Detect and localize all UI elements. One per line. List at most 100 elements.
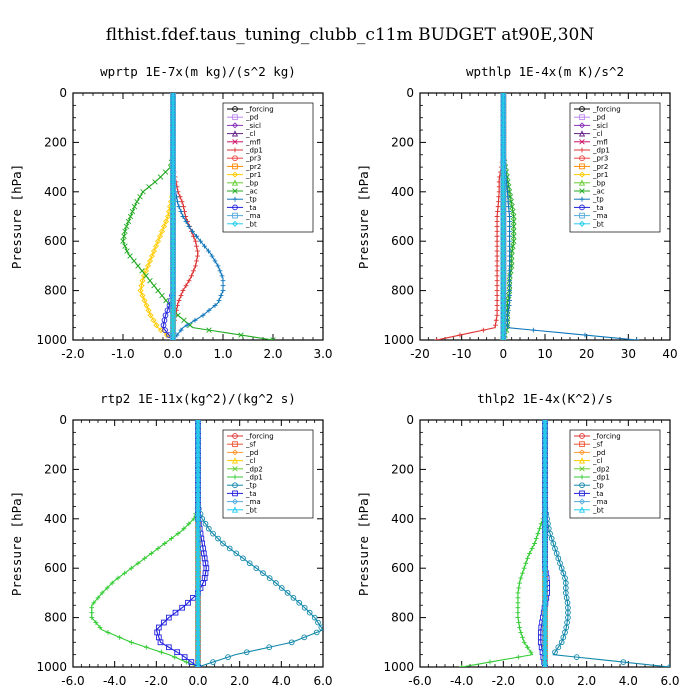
series-point-tp bbox=[504, 179, 509, 185]
series-point-pr1 bbox=[145, 307, 152, 314]
x-tick-label: 4.0 bbox=[272, 674, 291, 688]
series-point-ta bbox=[166, 302, 173, 309]
series-point-tp bbox=[530, 327, 536, 333]
legend-marker bbox=[232, 482, 238, 489]
panel-rtp2: rtp2 1E-11x(kg^2)/(kg^2 s) Pressure [hPa]… bbox=[9, 391, 333, 688]
legend-marker bbox=[231, 171, 239, 178]
series-point-ac bbox=[206, 327, 212, 333]
figure-title: flthist.fdef.taus_tuning_clubb_c11m BUDG… bbox=[106, 25, 595, 45]
series-point-tp bbox=[212, 258, 218, 264]
series-point-tp bbox=[186, 223, 192, 229]
legend-marker bbox=[232, 188, 238, 194]
series-point-dp1 bbox=[494, 273, 500, 279]
panel-wprtp: wprtp 1E-7x(m kg)/(s^2 kg) Pressure [hPa]… bbox=[9, 64, 333, 361]
series-point-pr1 bbox=[138, 282, 145, 289]
y-tick-label: 200 bbox=[391, 135, 414, 149]
series-point-ac bbox=[187, 322, 193, 328]
series-point-dp1 bbox=[517, 580, 522, 586]
series-point-ac bbox=[511, 218, 517, 225]
series-point-dp1 bbox=[99, 590, 105, 596]
series-point-dp1 bbox=[93, 620, 99, 625]
x-tick-label: -2.0 bbox=[492, 674, 515, 688]
series-point-dp1 bbox=[515, 595, 521, 601]
legend-marker bbox=[578, 130, 586, 137]
legend-label: _pr1 bbox=[592, 171, 608, 179]
series-point-ac bbox=[139, 268, 145, 274]
x-tick-label: 2.0 bbox=[577, 674, 596, 688]
legend-marker bbox=[579, 163, 585, 170]
series-point-dp1 bbox=[186, 521, 192, 527]
x-tick-label: 40 bbox=[662, 347, 677, 361]
series-point-tp bbox=[206, 248, 211, 254]
series-point-pr1 bbox=[153, 322, 160, 329]
series-point-tp bbox=[558, 639, 565, 646]
y-tick-label: 200 bbox=[44, 462, 67, 476]
panel-wpthlp: wpthlp 1E-4x(m K)/s^2 Pressure [hPa] -20 -1… bbox=[356, 64, 678, 361]
series-point-dp1 bbox=[91, 600, 97, 606]
series-point-tp bbox=[507, 243, 512, 249]
legend-marker bbox=[579, 490, 585, 497]
series-point-ta bbox=[188, 659, 195, 665]
series-point-dp1 bbox=[128, 639, 134, 645]
series-point-tp bbox=[192, 317, 198, 323]
series-point-ac bbox=[159, 292, 165, 299]
series-point-dp1 bbox=[178, 293, 184, 298]
series-point-dp1 bbox=[494, 307, 500, 313]
series-point-ac bbox=[121, 233, 127, 239]
legend-label: _dp1 bbox=[245, 474, 263, 482]
legend-marker bbox=[232, 212, 238, 219]
series-point-dp1 bbox=[194, 243, 199, 249]
series-point-tp bbox=[553, 550, 560, 557]
x-tick-label: -4.0 bbox=[103, 674, 126, 688]
series-point-dp1 bbox=[494, 303, 500, 308]
legend-label: _sicl bbox=[245, 122, 261, 130]
series-point-tp bbox=[266, 575, 273, 581]
legend-label: _mfl bbox=[245, 138, 261, 146]
series-point-dp1 bbox=[494, 278, 500, 284]
series-point-dp1 bbox=[181, 204, 186, 210]
series-point-tp bbox=[288, 639, 295, 646]
series-point-pr1 bbox=[156, 233, 164, 240]
legend-label: _bp bbox=[245, 179, 259, 187]
series-point-pr1 bbox=[144, 262, 152, 269]
series-point-ac bbox=[146, 184, 152, 190]
series-point-tp bbox=[507, 283, 512, 289]
series-point-tp bbox=[301, 634, 308, 641]
legend-label: _dp1 bbox=[592, 147, 610, 155]
legend-label: _pr2 bbox=[592, 163, 608, 171]
series-point-dp1 bbox=[537, 526, 542, 532]
series-point-tp bbox=[311, 614, 318, 621]
series-point-tp bbox=[507, 248, 512, 254]
legend: _forcing_sf_pd_cl_dp2_dp1_tp_ta_ma_bt bbox=[222, 429, 314, 519]
series-point-tp bbox=[558, 565, 565, 572]
series-point-tp bbox=[507, 223, 512, 229]
series-point-tp bbox=[507, 238, 512, 244]
series-point-ac bbox=[129, 208, 136, 215]
series-point-dp2 bbox=[542, 664, 548, 667]
series-point-tp bbox=[507, 233, 512, 239]
legend-marker bbox=[579, 466, 585, 472]
series-point-dp1 bbox=[155, 546, 161, 551]
legend-marker bbox=[578, 457, 586, 464]
series-point-dp1 bbox=[95, 595, 101, 601]
series-point-ta bbox=[160, 322, 167, 329]
series-point-dp1 bbox=[532, 541, 537, 546]
legend-marker bbox=[232, 147, 238, 153]
y-tick-label: 400 bbox=[391, 185, 414, 199]
legend-label: _dp1 bbox=[592, 474, 610, 482]
series-point-ac bbox=[127, 213, 134, 220]
series-point-ac bbox=[181, 317, 187, 323]
series-point-ac bbox=[508, 198, 514, 205]
x-tick-label: 1.0 bbox=[213, 347, 232, 361]
series-point-dp1 bbox=[495, 204, 501, 210]
y-tick-label: 800 bbox=[44, 611, 67, 625]
legend-label: _tp bbox=[245, 482, 257, 490]
series-point-dp1 bbox=[183, 283, 189, 289]
series-point-dp1 bbox=[480, 327, 486, 333]
legend-label: _forcing bbox=[245, 433, 274, 441]
legend-label: _ma bbox=[245, 212, 261, 220]
legend-label: _cl bbox=[592, 457, 602, 465]
legend-label: _ta bbox=[245, 490, 257, 498]
series-point-tp bbox=[507, 278, 512, 284]
